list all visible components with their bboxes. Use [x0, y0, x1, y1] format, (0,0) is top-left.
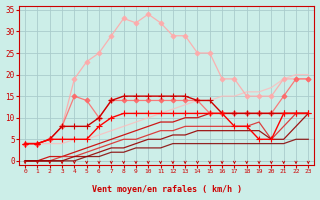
- X-axis label: Vent moyen/en rafales ( km/h ): Vent moyen/en rafales ( km/h ): [92, 185, 242, 194]
